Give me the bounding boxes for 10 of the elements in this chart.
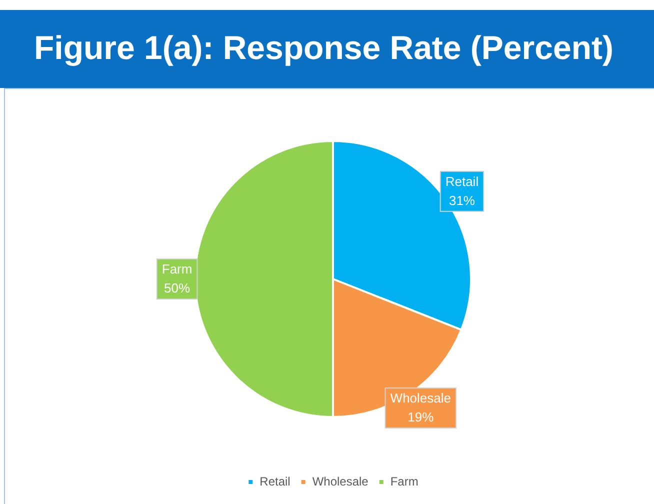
data-label: 50% [164, 280, 191, 296]
data-label: 31% [448, 192, 476, 208]
slice-label: Wholesale [390, 390, 452, 406]
slice-label: Retail [445, 174, 479, 189]
legend-label: Retail [260, 474, 290, 488]
chart-title: Figure 1(a): Response Rate (Percent) [0, 0, 654, 88]
legend-label: Wholesale [312, 474, 369, 488]
data-label: 19% [408, 410, 434, 425]
slice-label: Farm [162, 262, 192, 277]
legend-label: Farm [390, 474, 418, 488]
